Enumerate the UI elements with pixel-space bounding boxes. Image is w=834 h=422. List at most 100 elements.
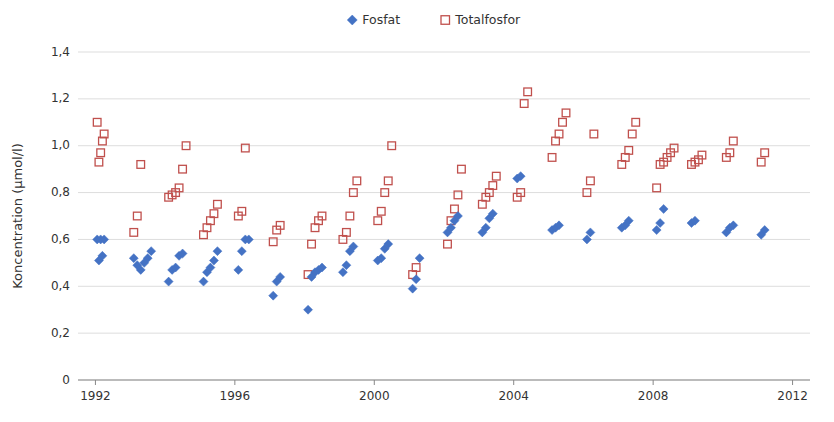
point [276,272,285,281]
x-tick [374,380,375,385]
point [583,189,591,197]
point [377,207,385,215]
point [548,154,556,162]
x-axis-line [78,380,810,381]
legend-label: Fosfat [362,12,400,27]
point [133,212,141,220]
chart-container: 00,20,40,60,81,01,21,4199219962000200420… [0,0,834,422]
y-tick-label: 0,4 [51,279,70,293]
point [625,147,633,155]
point [276,222,284,230]
point [653,184,661,192]
y-tick-label: 1,4 [51,45,70,59]
point [408,284,417,293]
marks [93,88,770,314]
point [760,226,769,235]
series-points [93,88,768,278]
point [137,161,145,169]
point [199,277,208,286]
y-tick-label: 0,2 [51,326,70,340]
x-tick [513,380,514,385]
point [175,184,183,192]
point [237,247,246,256]
point [698,151,706,159]
point [269,238,277,246]
point [520,100,528,108]
point [100,235,109,244]
point [757,158,765,166]
grid-line [78,98,810,99]
grid-line [78,380,810,381]
point [350,189,358,197]
y-tick-label: 1,2 [51,91,70,105]
point [384,177,392,185]
x-tick [653,380,654,385]
y-tick-label: 0 [62,373,70,387]
point [656,219,665,228]
point [318,263,327,272]
point [492,172,500,180]
x-tick-label: 1992 [80,389,111,403]
point [349,242,358,251]
point [458,165,466,173]
point [761,149,769,157]
legend-label: Totalfosfor [454,12,521,27]
x-tick [792,380,793,385]
point [214,200,222,208]
point [586,228,595,237]
point [481,223,490,232]
point [451,205,459,213]
point [517,189,525,197]
x-tick-label: 2008 [638,389,669,403]
point [346,212,354,220]
chart: 00,20,40,60,81,01,21,4199219962000200420… [0,0,834,422]
legend-marker [441,16,450,25]
point [304,305,313,314]
point [444,240,452,248]
legend: Fosfat Totalfosfor [347,12,521,27]
point [555,130,563,138]
point [381,189,389,197]
x-tick-label: 2000 [359,389,390,403]
point [238,207,246,215]
point [524,88,532,96]
x-tick-label: 1996 [220,389,251,403]
point [659,204,668,213]
point [374,217,382,225]
point [164,277,173,286]
point [489,182,497,190]
point [590,130,598,138]
point [670,144,678,152]
point [308,240,316,248]
point [632,118,640,126]
point [95,158,103,166]
point [488,209,497,218]
point [241,144,249,152]
series-points [93,172,770,315]
point [453,212,462,221]
point [726,149,734,157]
point [624,216,633,225]
point [516,172,525,181]
grid-line [78,145,810,146]
point [377,254,386,263]
point [318,212,326,220]
point [178,249,187,258]
y-tick-label: 0,6 [51,232,70,246]
x-tick-label: 2012 [777,389,808,403]
point [147,247,156,256]
point [171,263,180,272]
point [559,118,567,126]
point [269,291,278,300]
point [210,210,218,218]
grid-line [78,286,810,287]
legend-marker [347,15,357,25]
y-tick-label: 1,0 [51,138,70,152]
point [587,177,595,185]
point [628,130,636,138]
point [213,247,222,256]
point [562,109,570,117]
point [209,256,218,265]
grid-line [78,52,810,53]
point [454,191,462,199]
